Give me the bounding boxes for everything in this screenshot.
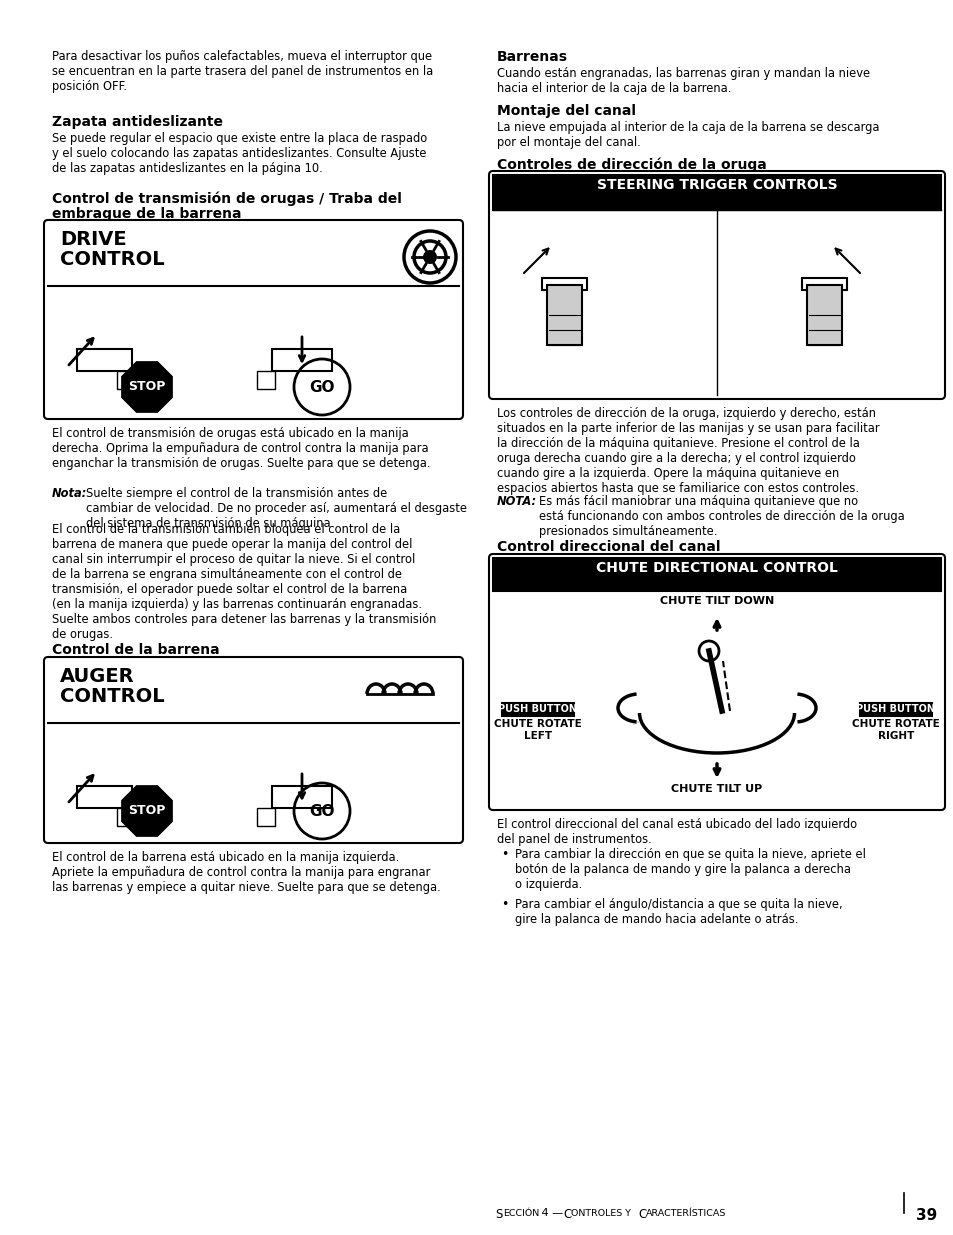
Text: C: C [638,1208,645,1221]
Text: Cuando están engranadas, las barrenas giran y mandan la nieve
hacia el interior : Cuando están engranadas, las barrenas gi… [497,67,869,95]
Text: Controles de dirección de la oruga: Controles de dirección de la oruga [497,157,766,172]
Text: PUSH BUTTON: PUSH BUTTON [498,704,577,714]
Text: LEFT: LEFT [523,731,552,741]
Text: ARACTERÍSTICAS: ARACTERÍSTICAS [645,1209,725,1218]
Bar [77,785,132,808]
Text: CHUTE DIRECTIONAL CONTROL: CHUTE DIRECTIONAL CONTROL [596,561,837,576]
Text: PUSH BUTTON: PUSH BUTTON [856,704,935,714]
Bar [501,703,574,716]
Bar [117,370,135,389]
Text: CHUTE ROTATE: CHUTE ROTATE [494,719,581,729]
Text: Para cambiar el ángulo/distancia a que se quita la nieve,
gire la palanca de man: Para cambiar el ángulo/distancia a que s… [515,898,841,926]
FancyBboxPatch shape [44,657,462,844]
Text: Suelte siempre el control de la transmisión antes de
cambiar de velocidad. De no: Suelte siempre el control de la transmis… [86,487,467,530]
Polygon shape [121,361,172,412]
Bar [493,558,940,592]
Text: CHUTE TILT UP: CHUTE TILT UP [671,784,761,794]
FancyBboxPatch shape [489,170,944,399]
Bar [77,350,132,370]
Text: DRIVE: DRIVE [60,230,127,249]
Text: Se puede regular el espacio que existe entre la placa de raspado
y el suelo colo: Se puede regular el espacio que existe e… [52,132,427,175]
Text: GO: GO [309,804,335,819]
Text: RIGHT: RIGHT [877,731,913,741]
Bar [256,808,274,826]
Text: Montaje del canal: Montaje del canal [497,104,636,119]
Text: C: C [562,1208,571,1221]
Text: STEERING TRIGGER CONTROLS: STEERING TRIGGER CONTROLS [596,178,837,191]
Text: El control direccional del canal está ubicado del lado izquierdo
del panel de in: El control direccional del canal está ub… [497,818,856,846]
Text: •: • [500,898,508,911]
Bar [859,703,931,716]
Text: GO: GO [309,379,335,394]
Text: Control de transmisión de orugas / Traba del: Control de transmisión de orugas / Traba… [52,191,401,206]
Text: El control de la barrena está ubicado en la manija izquierda.
Apriete la empuñad: El control de la barrena está ubicado en… [52,851,440,894]
Text: El control de transmisión de orugas está ubicado en la manija
derecha. Oprima la: El control de transmisión de orugas está… [52,427,430,471]
Text: •: • [500,848,508,861]
Bar [117,808,135,826]
Polygon shape [121,785,172,837]
Text: Control direccional del canal: Control direccional del canal [497,540,720,555]
Text: CHUTE TILT DOWN: CHUTE TILT DOWN [659,597,773,606]
Text: El control de la transmisión también bloquea el control de la
barrena de manera : El control de la transmisión también blo… [52,522,436,641]
Text: Para desactivar los puños calefactables, mueva el interruptor que
se encuentran : Para desactivar los puños calefactables,… [52,49,433,93]
Text: Barrenas: Barrenas [497,49,567,64]
Text: 39: 39 [915,1208,936,1223]
Bar [801,278,846,290]
Text: CHUTE ROTATE: CHUTE ROTATE [851,719,939,729]
Text: ONTROLES Y: ONTROLES Y [571,1209,634,1218]
Bar [806,285,841,345]
Text: CONTROL: CONTROL [60,687,165,706]
Text: STOP: STOP [128,804,166,818]
Text: ECCIÓN: ECCIÓN [502,1209,538,1218]
Text: embrague de la barrena: embrague de la barrena [52,207,241,221]
Text: Es más fácil maniobrar una máquina quitanieve que no
está funcionando con ambos : Es más fácil maniobrar una máquina quita… [538,495,903,538]
Text: CONTROL: CONTROL [60,249,165,269]
Text: S: S [495,1208,502,1221]
Bar [256,370,274,389]
Text: Para cambiar la dirección en que se quita la nieve, apriete el
botón de la palan: Para cambiar la dirección en que se quit… [515,848,865,890]
Bar [272,785,332,808]
FancyBboxPatch shape [489,555,944,810]
Text: AUGER: AUGER [60,667,134,685]
Bar [272,350,332,370]
Bar [546,285,581,345]
Text: 4 —: 4 — [537,1208,566,1218]
Text: Los controles de dirección de la oruga, izquierdo y derecho, están
situados en l: Los controles de dirección de la oruga, … [497,408,879,495]
Text: STOP: STOP [128,380,166,394]
Text: NOTA:: NOTA: [497,495,537,508]
Bar [541,278,586,290]
FancyBboxPatch shape [44,220,462,419]
Text: Nota:: Nota: [52,487,88,500]
Circle shape [422,249,436,264]
Text: Zapata antideslizante: Zapata antideslizante [52,115,223,128]
Text: La nieve empujada al interior de la caja de la barrena se descarga
por el montaj: La nieve empujada al interior de la caja… [497,121,879,149]
Bar [493,175,940,210]
Text: Control de la barrena: Control de la barrena [52,643,219,657]
